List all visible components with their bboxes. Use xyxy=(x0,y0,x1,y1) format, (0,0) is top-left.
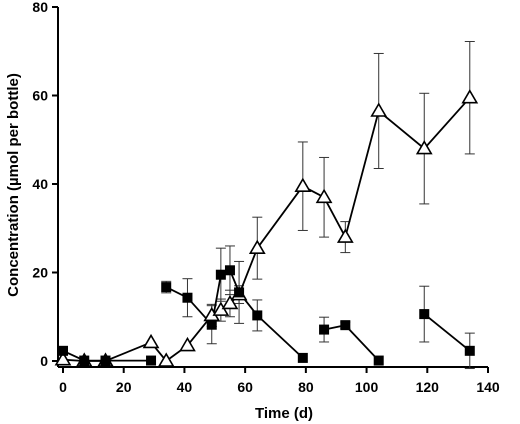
x-tick-label: 140 xyxy=(476,379,500,395)
square-marker xyxy=(100,355,111,366)
square-marker xyxy=(319,324,330,335)
x-axis-title: Time (d) xyxy=(255,405,313,422)
y-tick-label: 80 xyxy=(32,0,48,15)
triangle-marker xyxy=(315,188,333,204)
y-tick-label: 0 xyxy=(40,353,48,369)
square-series-line xyxy=(62,349,151,362)
triangle-marker xyxy=(179,336,196,352)
square-marker xyxy=(340,320,351,331)
square-marker xyxy=(234,287,245,298)
x-tick-label: 100 xyxy=(355,379,379,395)
square-marker xyxy=(161,282,172,293)
square-marker xyxy=(146,355,157,366)
triangle-marker xyxy=(294,177,312,193)
square-marker xyxy=(182,292,193,303)
triangle-marker xyxy=(248,239,266,254)
square-marker xyxy=(206,319,217,330)
y-axis-title: Concentration (µmol per bottle) xyxy=(5,73,22,297)
square-marker xyxy=(58,345,68,356)
triangle-marker xyxy=(157,352,175,367)
y-tick-label: 20 xyxy=(32,265,48,281)
triangle-marker xyxy=(54,351,72,366)
square-marker xyxy=(79,355,90,366)
square-marker xyxy=(252,310,263,321)
square-marker xyxy=(224,265,235,276)
square-marker xyxy=(297,352,308,363)
x-tick-label: 80 xyxy=(298,379,314,395)
axes: 0 20 40 60 80 100 120 140 0 20 40 60 80 xyxy=(32,0,499,395)
y-tick-label: 40 xyxy=(32,176,48,192)
square-series-line xyxy=(323,324,380,362)
square-marker xyxy=(464,345,475,356)
x-tick-label: 60 xyxy=(237,379,253,395)
y-tick-label: 60 xyxy=(32,88,48,104)
triangle-marker xyxy=(370,102,388,117)
triangle-marker xyxy=(336,228,354,243)
series-markers xyxy=(54,89,479,367)
triangle-series-line xyxy=(62,97,471,363)
square-marker xyxy=(373,355,384,366)
x-tick-label: 120 xyxy=(416,379,440,395)
triangle-marker xyxy=(415,140,433,155)
x-tick-label: 40 xyxy=(177,379,193,395)
x-tick-label: 0 xyxy=(59,379,67,395)
square-marker xyxy=(215,269,226,280)
triangle-marker xyxy=(142,333,160,349)
square-marker xyxy=(419,309,430,320)
series-lines xyxy=(62,97,471,363)
triangle-marker xyxy=(221,294,239,310)
x-tick-label: 20 xyxy=(116,379,132,395)
square-series-line xyxy=(423,313,471,352)
triangle-marker xyxy=(461,89,479,104)
